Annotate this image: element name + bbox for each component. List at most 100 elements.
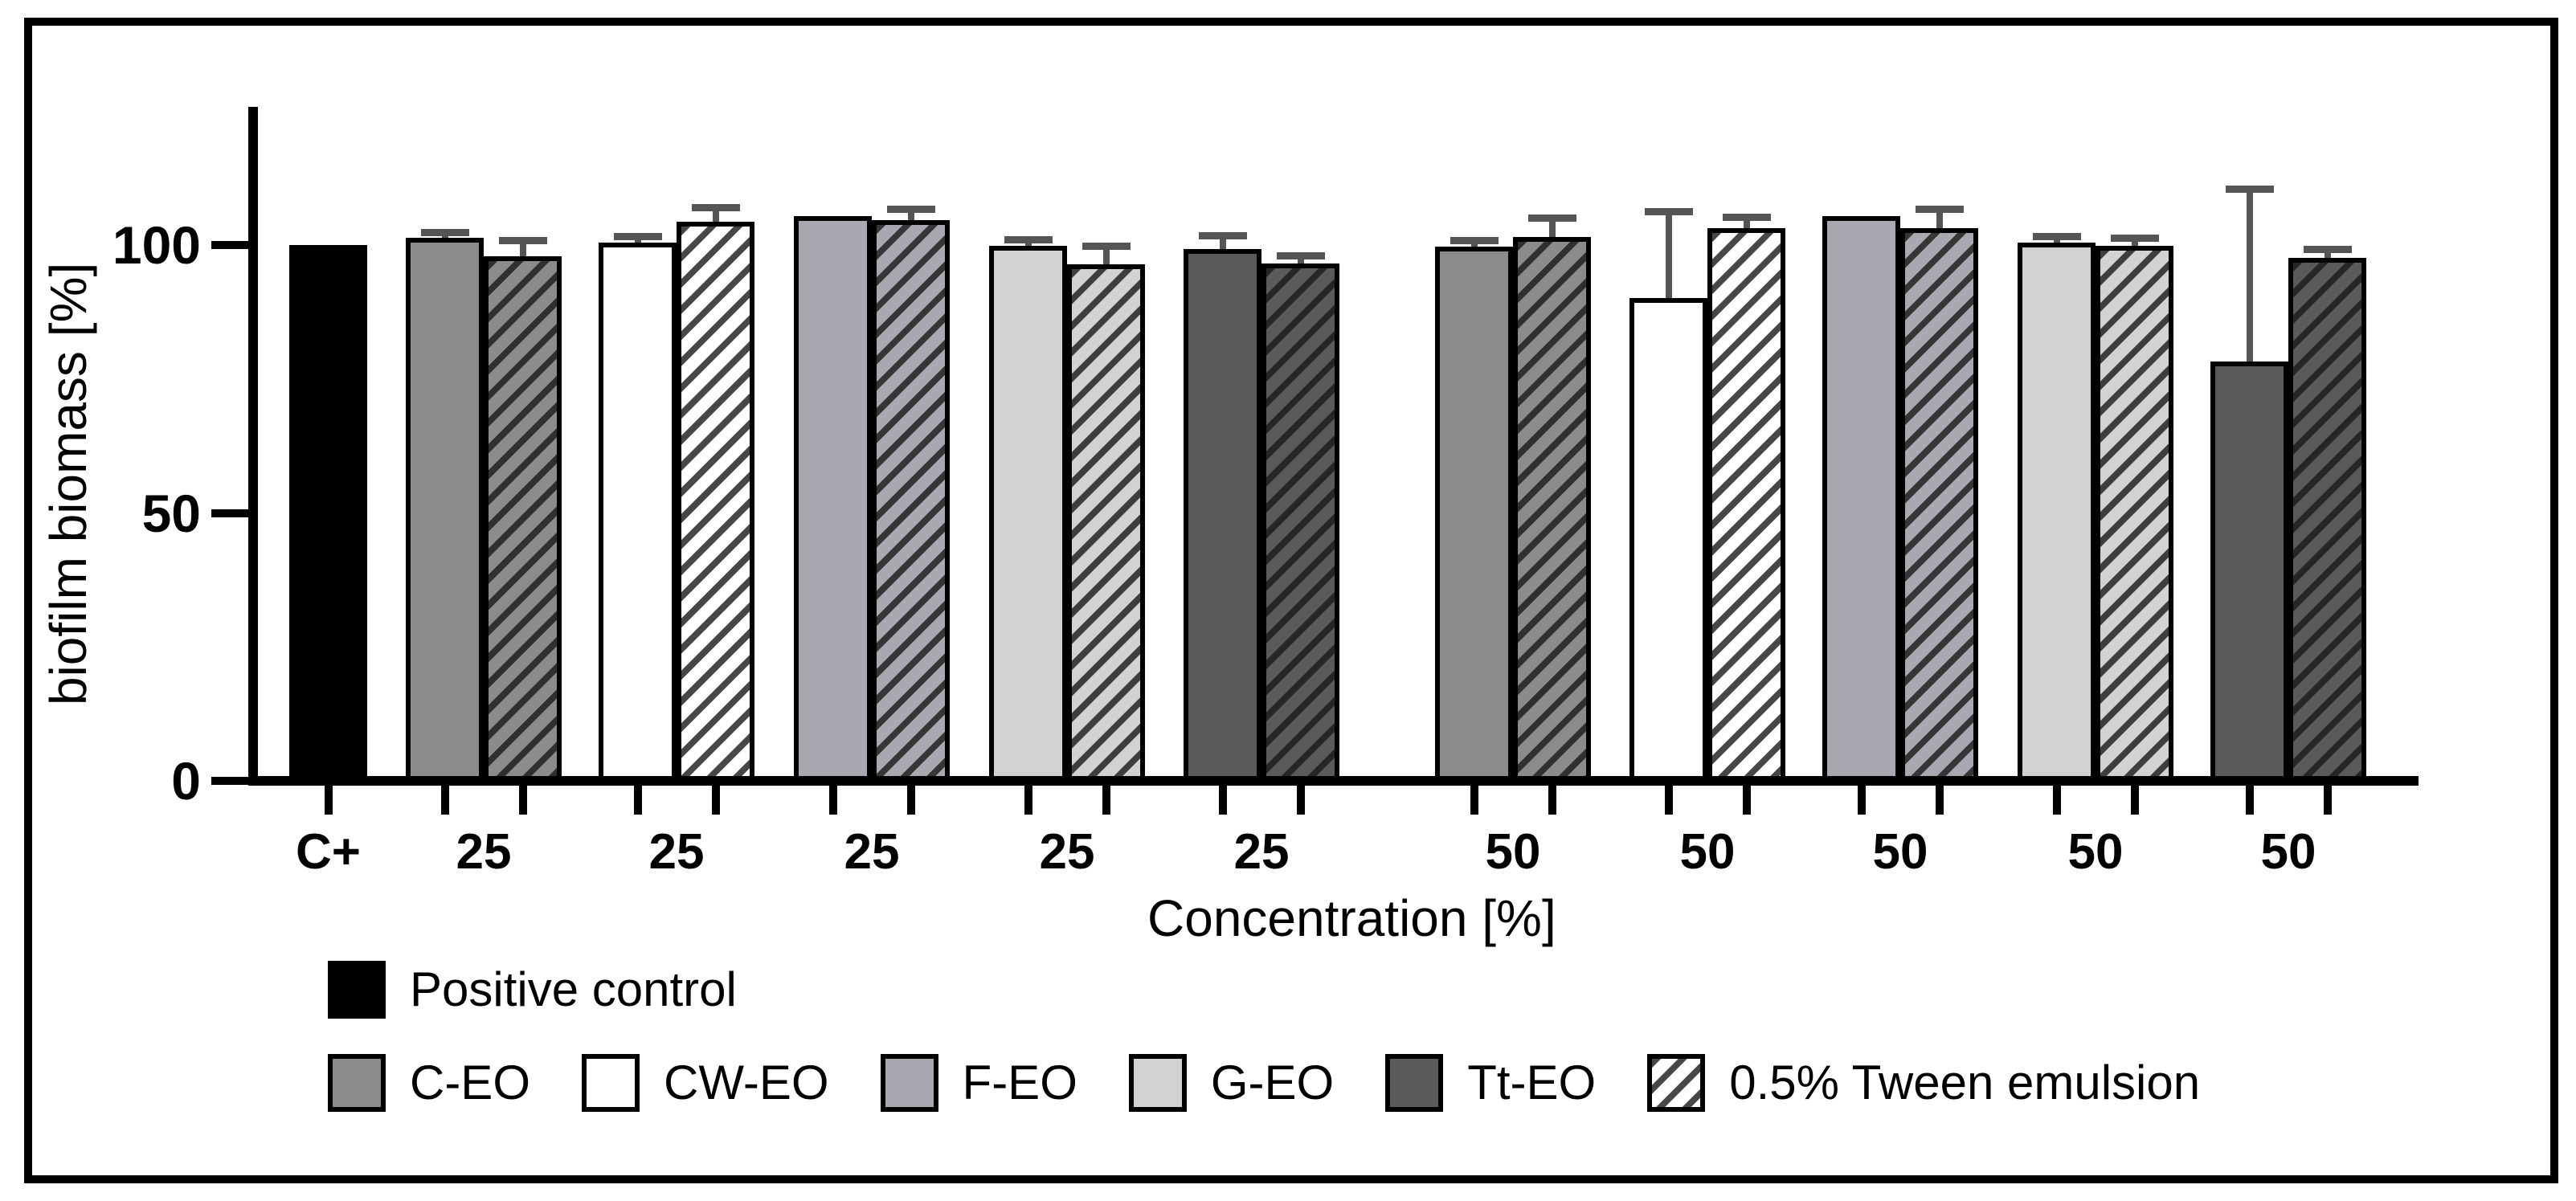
y-axis-tick-label: 50	[141, 483, 201, 543]
x-axis-group-label: 25	[1039, 824, 1095, 880]
bar-25-tt-eo	[1184, 249, 1261, 781]
error-bar-cap	[498, 236, 547, 244]
error-bar-cap	[2032, 233, 2081, 241]
bar-50-g-eo-0-5-tween-emulsion	[2096, 246, 2173, 781]
x-axis-group-label: 25	[456, 824, 512, 880]
legend-label: Tt-EO	[1467, 1056, 1597, 1109]
error-bar-stem	[1219, 235, 1226, 261]
x-axis-group-label: 25	[1233, 824, 1290, 880]
chart-legend: Positive control C-EO CW-EO F-EO G-EO	[328, 961, 2251, 1147]
legend-entry-cw-eo: CW-EO	[582, 1054, 829, 1112]
x-axis-tick	[1296, 786, 1305, 815]
x-axis-tick	[1857, 786, 1866, 815]
error-bar-stem	[1102, 245, 1110, 276]
bar-25-cw-eo	[599, 243, 677, 781]
c-eo-swatch	[328, 1054, 386, 1112]
x-axis-group-label: 50	[1485, 824, 1541, 880]
x-axis-tick	[2130, 786, 2139, 815]
g-eo-swatch	[1128, 1054, 1187, 1112]
x-axis-group-label: 50	[1872, 824, 1928, 880]
x-axis-group-label: 50	[2260, 824, 2316, 880]
x-axis-tick	[1935, 786, 1944, 815]
error-bar-cap	[1527, 214, 1576, 222]
x-axis-tick	[1218, 786, 1227, 815]
x-axis-tick	[1024, 786, 1032, 815]
error-bar-cap	[1082, 242, 1131, 250]
figure-border	[24, 18, 2558, 1183]
positive-control-swatch	[328, 961, 386, 1019]
tween-emulsion-swatch	[1647, 1054, 1706, 1112]
bar-25-g-eo-0-5-tween-emulsion	[1067, 264, 1145, 781]
x-axis-tick	[1470, 786, 1478, 815]
x-axis-title: Concentration [%]	[1147, 889, 1556, 947]
bar-50-cw-eo-0-5-tween-emulsion	[1707, 227, 1785, 781]
error-bar-stem	[2246, 188, 2253, 373]
y-axis-tick	[211, 777, 248, 785]
x-axis-group-label: 50	[1679, 824, 1736, 880]
x-axis-tick	[828, 786, 837, 815]
x-axis-group-label: C+	[296, 824, 361, 880]
legend-entry-f-eo: F-EO	[880, 1054, 1077, 1112]
error-bar-cap	[2225, 185, 2274, 193]
bar-25-g-eo	[989, 246, 1067, 781]
x-axis-tick	[1102, 786, 1110, 815]
bar-25-c-eo-0-5-tween-emulsion	[484, 256, 562, 781]
bar-cplus-positive-control	[289, 245, 367, 781]
error-bar-cap	[1644, 207, 1693, 215]
x-axis-tick	[1548, 786, 1556, 815]
bar-50-cw-eo	[1629, 298, 1707, 781]
y-axis-tick-label: 0	[171, 751, 201, 811]
bar-50-f-eo	[1822, 215, 1900, 781]
error-bar-cap	[1276, 252, 1325, 260]
error-bar-cap	[886, 206, 935, 214]
y-axis-line	[248, 107, 258, 781]
error-bar-cap	[1915, 205, 1964, 213]
x-axis-tick	[2245, 786, 2254, 815]
x-axis-tick	[2323, 786, 2332, 815]
y-axis-tick-label: 100	[112, 215, 201, 275]
bar-25-tt-eo-0-5-tween-emulsion	[1261, 263, 1339, 781]
error-bar-stem	[1548, 217, 1556, 248]
error-bar-cap	[1004, 235, 1053, 243]
bar-25-c-eo	[406, 237, 484, 781]
error-bar-cap	[1722, 213, 1771, 221]
legend-label: F-EO	[962, 1056, 1077, 1109]
legend-entry-tt-eo: Tt-EO	[1385, 1054, 1596, 1112]
legend-entry-c-eo: C-EO	[328, 1054, 530, 1112]
error-bar-cap	[420, 228, 469, 236]
x-axis-tick	[518, 786, 527, 815]
bar-50-tt-eo	[2210, 361, 2288, 781]
x-axis-tick	[440, 786, 449, 815]
legend-entry-g-eo: G-EO	[1128, 1054, 1335, 1112]
x-axis-group-label: 25	[648, 824, 705, 880]
f-eo-swatch	[880, 1054, 938, 1112]
error-bar-stem	[712, 206, 719, 234]
legend-label: 0.5% Tween emulsion	[1729, 1056, 2201, 1109]
legend-row-1: Positive control	[328, 961, 2251, 1019]
legend-entry-positive-control: Positive control	[328, 961, 737, 1019]
x-axis-group-label: 50	[2067, 824, 2124, 880]
error-bar-stem	[1665, 210, 1672, 310]
error-bar-cap	[1198, 231, 1247, 239]
y-axis-tick	[211, 509, 248, 517]
error-bar-stem	[519, 239, 526, 268]
cw-eo-swatch	[582, 1054, 640, 1112]
bar-50-f-eo-0-5-tween-emulsion	[1900, 228, 1978, 781]
y-axis-tick	[211, 241, 248, 249]
x-axis-tick	[906, 786, 915, 815]
legend-row-2: C-EO CW-EO F-EO G-EO Tt-EO 0.5% Tween em…	[328, 1054, 2251, 1112]
error-bar-cap	[613, 232, 662, 240]
x-axis-tick	[1742, 786, 1751, 815]
x-axis-tick	[633, 786, 642, 815]
x-axis-tick	[2052, 786, 2061, 815]
bar-25-f-eo-0-5-tween-emulsion	[872, 219, 950, 781]
bar-25-f-eo	[794, 215, 872, 781]
y-axis-title: biofilm biomass [%]	[39, 262, 97, 705]
legend-label: G-EO	[1210, 1056, 1335, 1109]
legend-label: Positive control	[410, 962, 737, 1016]
legend-label: CW-EO	[664, 1056, 829, 1109]
legend-entry-tween-emulsion: 0.5% Tween emulsion	[1647, 1054, 2200, 1112]
x-axis-tick	[711, 786, 720, 815]
error-bar-cap	[691, 203, 740, 211]
